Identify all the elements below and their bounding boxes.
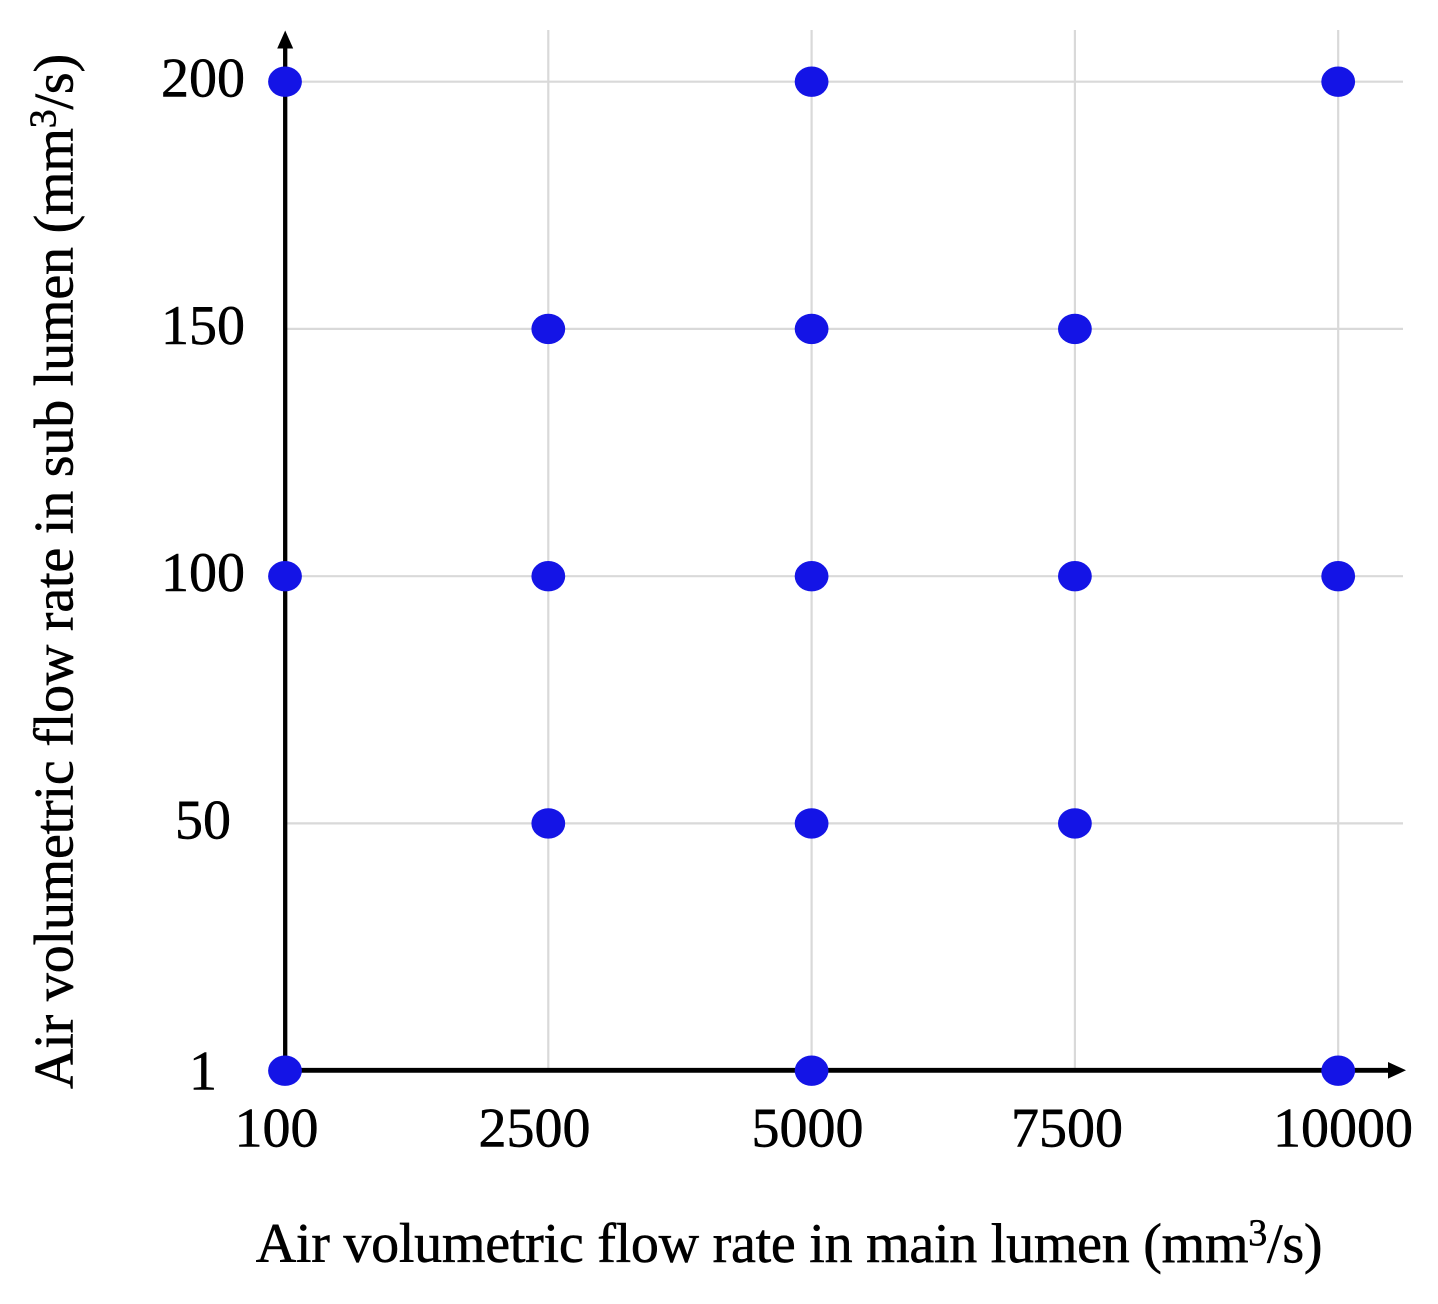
svg-text:Air volumetric flow rate in ma: Air volumetric flow rate in main lumen (… bbox=[256, 1212, 1323, 1276]
svg-text:7500: 7500 bbox=[1011, 1098, 1123, 1160]
svg-text:50: 50 bbox=[175, 789, 231, 851]
svg-text:5000: 5000 bbox=[752, 1098, 864, 1160]
svg-text:200: 200 bbox=[161, 48, 245, 110]
svg-text:100: 100 bbox=[235, 1098, 319, 1160]
svg-text:100: 100 bbox=[161, 542, 245, 604]
svg-text:2500: 2500 bbox=[479, 1098, 591, 1160]
svg-text:10000: 10000 bbox=[1273, 1098, 1413, 1160]
svg-text:1: 1 bbox=[189, 1041, 217, 1103]
svg-text:150: 150 bbox=[161, 295, 245, 357]
svg-text:Air volumetric flow rate in su: Air volumetric flow rate in sub lumen (m… bbox=[23, 54, 86, 1089]
